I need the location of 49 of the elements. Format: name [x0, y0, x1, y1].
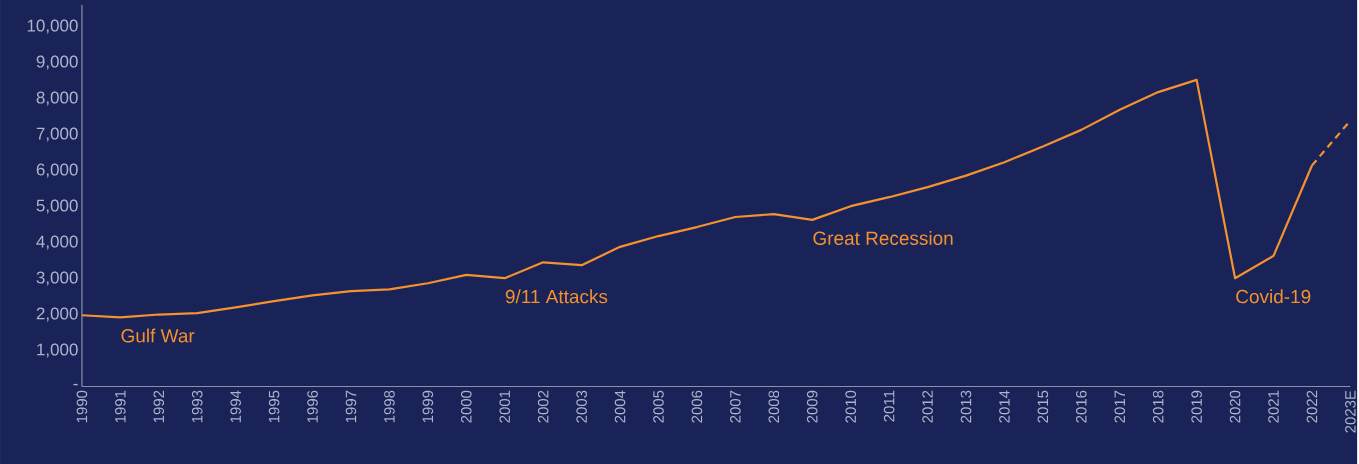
x-tick-label: 2014 — [999, 390, 1010, 423]
x-tick-label: 2009 — [806, 390, 818, 423]
x-tick-label: 2013 — [960, 390, 972, 423]
x-tick-label: 1991 — [115, 390, 126, 423]
x-tick-label: 1997 — [345, 390, 357, 423]
x-tick-label: 2002 — [537, 390, 549, 423]
x-tick-label: 2006 — [691, 390, 703, 423]
x-tick-label: 2008 — [768, 390, 780, 423]
y-tick-label: 10,000 — [27, 19, 78, 34]
x-tick-label: 1993 — [191, 390, 203, 423]
x-tick-label: 2023E — [1345, 390, 1356, 433]
y-tick-label: 6,000 — [36, 163, 78, 178]
x-tick-label: 2020 — [1229, 390, 1241, 423]
y-tick-label: 4,000 — [36, 235, 78, 250]
x-tick-label: 1998 — [384, 390, 395, 423]
x-tick-label: 2004 — [614, 390, 626, 423]
annotation: Great Recession — [813, 230, 953, 245]
x-tick-label: 1996 — [307, 390, 318, 423]
x-tick-label: 2019 — [1191, 390, 1202, 423]
x-tick-label: 1999 — [422, 390, 434, 423]
x-tick-label: 1995 — [268, 390, 280, 423]
x-tick-label: 2012 — [922, 390, 933, 423]
y-tick-label: 2,000 — [36, 307, 78, 322]
annotation: Gulf War — [121, 328, 195, 343]
x-tick-label: 2015 — [1037, 390, 1049, 423]
annotation: Covid-19 — [1236, 289, 1311, 304]
annotation: 9/11 Attacks — [505, 289, 608, 304]
x-tick-label: 2021 — [1268, 390, 1279, 423]
y-tick-label: 7,000 — [36, 127, 78, 142]
x-tick-label: 2017 — [1114, 390, 1126, 423]
y-tick-label: 9,000 — [36, 55, 78, 70]
x-tick-label: 2003 — [576, 390, 587, 423]
x-tick-label: 1994 — [230, 390, 241, 423]
x-tick-label: 1992 — [153, 390, 165, 423]
y-tick-label: 5,000 — [36, 199, 78, 214]
x-tick-label: 2000 — [461, 390, 472, 423]
x-tick-label: 2022 — [1306, 390, 1318, 423]
y-tick-label: - — [73, 383, 78, 386]
x-tick-label: 2005 — [653, 390, 664, 423]
x-tick-label: 2016 — [1076, 390, 1087, 423]
y-tick-label: 1,000 — [37, 343, 78, 358]
x-tick-label: 2001 — [499, 390, 511, 423]
x-tick-label: 2018 — [1152, 390, 1164, 423]
x-tick-label: 2011 — [883, 390, 895, 422]
x-tick-label: 1990 — [76, 390, 88, 423]
x-tick-label: 2010 — [845, 390, 856, 423]
y-tick-label: 8,000 — [36, 91, 78, 106]
y-tick-label: 3,000 — [36, 271, 78, 286]
x-tick-label: 2007 — [730, 390, 741, 423]
